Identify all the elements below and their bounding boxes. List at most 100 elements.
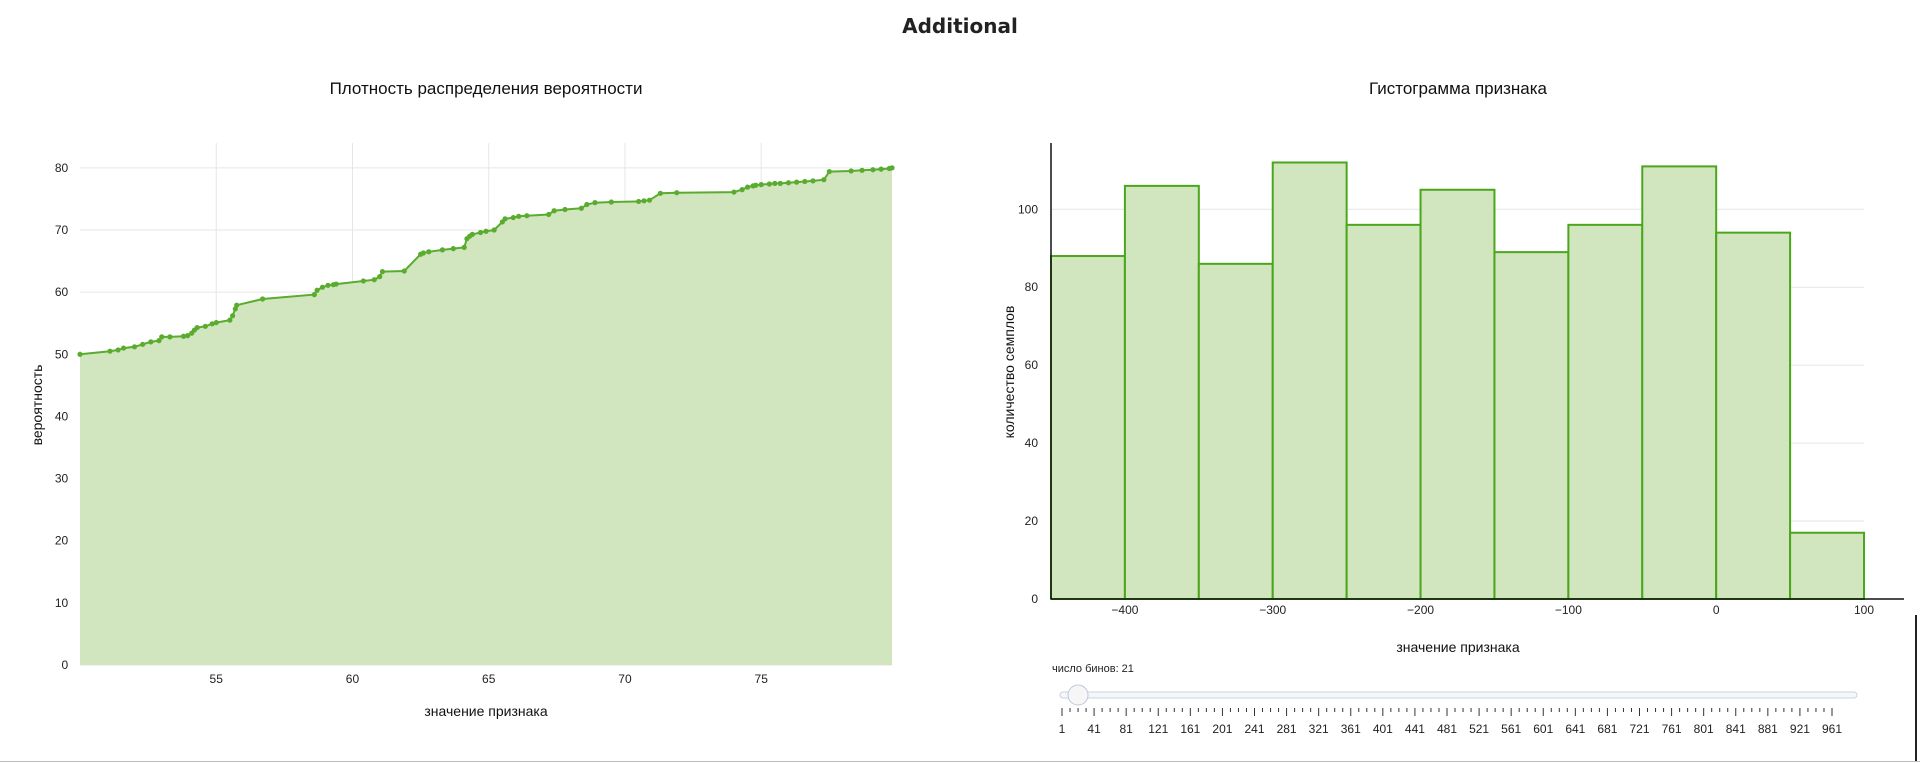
- bins-slider-track[interactable]: [1059, 691, 1858, 699]
- area-data-point: [810, 178, 816, 184]
- slider-tick-label: 481: [1437, 722, 1457, 736]
- area-data-point: [826, 168, 832, 175]
- histogram-x-tick-label: −400: [1111, 603, 1138, 617]
- slider-tick-label: 401: [1373, 722, 1393, 736]
- histogram-bar: [1123, 184, 1200, 600]
- area-data-point: [608, 199, 614, 205]
- histogram-bars: [1050, 161, 1866, 600]
- area-data-point: [401, 268, 407, 274]
- area-data-point: [889, 165, 895, 171]
- area-data-point: [156, 338, 162, 344]
- bins-slider-handle[interactable]: [1067, 684, 1089, 706]
- area-data-point: [77, 351, 83, 357]
- area-data-point: [641, 198, 647, 204]
- area-x-tick-label: 75: [755, 672, 769, 686]
- area-data-point: [461, 244, 467, 250]
- slider-tick-label: 961: [1822, 722, 1842, 736]
- area-data-point: [646, 197, 653, 203]
- slider-tick-label: 161: [1180, 722, 1200, 736]
- slider-tick-label: 441: [1405, 722, 1425, 736]
- area-data-point: [180, 333, 187, 339]
- histogram-x-axis-ticks: −400 −300 −200 −100 0 100: [1111, 603, 1874, 617]
- histogram-bar: [1197, 262, 1274, 600]
- area-data-point: [674, 190, 680, 196]
- area-x-tick-label: 65: [482, 672, 496, 686]
- histogram-x-tick-label: −100: [1555, 603, 1582, 617]
- slider-tick-label: 121: [1148, 722, 1168, 736]
- histogram-x-tick-label: 0: [1713, 603, 1720, 617]
- scrollbar-thumb[interactable]: [1915, 615, 1917, 761]
- slider-tick-label: 601: [1533, 722, 1553, 736]
- slider-tick-label: 81: [1119, 722, 1133, 736]
- histogram-bar: [1789, 531, 1866, 600]
- area-data-point: [426, 249, 432, 255]
- area-x-tick-label: 60: [346, 672, 360, 686]
- area-data-point: [878, 166, 884, 172]
- histogram-x-axis-label: значение признака: [1396, 639, 1519, 655]
- histogram-y-axis-ticks: 0 20 40 60 80 100: [1018, 202, 1038, 606]
- area-data-point: [821, 177, 827, 183]
- area-data-point: [753, 182, 759, 188]
- histogram-bar: [1271, 161, 1348, 600]
- area-data-point: [371, 277, 377, 283]
- histogram-y-tick-label: 40: [1025, 436, 1039, 450]
- histogram-bar: [1419, 188, 1496, 600]
- area-y-tick-label: 20: [55, 534, 69, 548]
- slider-tick-label: 41: [1087, 722, 1101, 736]
- histogram-y-tick-label: 80: [1025, 280, 1039, 294]
- histogram-y-tick-label: 60: [1025, 358, 1039, 372]
- histogram-y-tick-label: 20: [1025, 514, 1039, 528]
- area-y-tick-label: 30: [55, 472, 69, 486]
- area-data-point: [213, 319, 219, 326]
- area-data-point: [516, 213, 522, 219]
- area-series-points: [77, 165, 895, 357]
- area-data-point: [477, 229, 484, 236]
- area-y-tick-label: 50: [55, 347, 69, 361]
- histogram-x-tick-label: −200: [1407, 603, 1434, 617]
- bins-slider[interactable]: 1 41 81 121 161 201 241 281 321 361 401 441 481 521 56…: [1059, 684, 1858, 736]
- area-data-point: [510, 214, 516, 221]
- histogram-bar: [1567, 223, 1644, 600]
- area-data-point: [546, 211, 552, 218]
- area-data-point: [360, 278, 366, 284]
- area-data-point: [314, 287, 320, 293]
- histogram-x-tick-label: 100: [1854, 603, 1874, 617]
- slider-tick-label: 681: [1597, 722, 1617, 736]
- slider-tick-label: 881: [1758, 722, 1778, 736]
- bottom-divider: [0, 761, 1920, 762]
- area-data-point: [131, 344, 138, 350]
- area-data-point: [377, 274, 383, 280]
- area-data-point: [234, 302, 240, 308]
- area-data-point: [325, 282, 331, 288]
- slider-tick-label: 1: [1059, 722, 1066, 736]
- slider-tick-label: 921: [1790, 722, 1810, 736]
- area-y-tick-label: 80: [55, 161, 69, 175]
- area-y-axis-ticks: 0 10 20 30 40 50 60 70 80: [55, 161, 69, 672]
- area-data-point: [185, 333, 191, 339]
- area-data-point: [772, 180, 778, 186]
- slider-tick-label: 841: [1726, 722, 1746, 736]
- histogram-bar: [1715, 231, 1792, 600]
- area-data-point: [311, 292, 317, 298]
- area-data-point: [635, 198, 642, 205]
- area-data-point: [758, 182, 764, 188]
- slider-tick-label: 321: [1309, 722, 1329, 736]
- slider-tick-label: 761: [1662, 722, 1682, 736]
- area-data-point: [848, 168, 854, 174]
- area-y-tick-label: 40: [55, 409, 69, 423]
- area-data-point: [657, 190, 663, 196]
- area-data-point: [333, 281, 339, 287]
- area-data-point: [739, 187, 745, 193]
- area-y-tick-label: 0: [62, 658, 69, 672]
- slider-tick-label: 201: [1212, 722, 1232, 736]
- slider-tick-label: 281: [1277, 722, 1297, 736]
- area-data-point: [785, 180, 792, 186]
- histogram-y-axis-label: количество семплов: [1001, 306, 1017, 439]
- slider-tick-label: 801: [1694, 722, 1714, 736]
- area-data-point: [469, 231, 475, 237]
- area-x-tick-label: 55: [210, 672, 224, 686]
- area-data-point: [766, 181, 772, 187]
- area-x-axis-ticks: 55 60 65 70 75: [210, 672, 769, 686]
- histogram-gridlines: [1051, 208, 1864, 522]
- area-x-tick-label: 70: [618, 672, 632, 686]
